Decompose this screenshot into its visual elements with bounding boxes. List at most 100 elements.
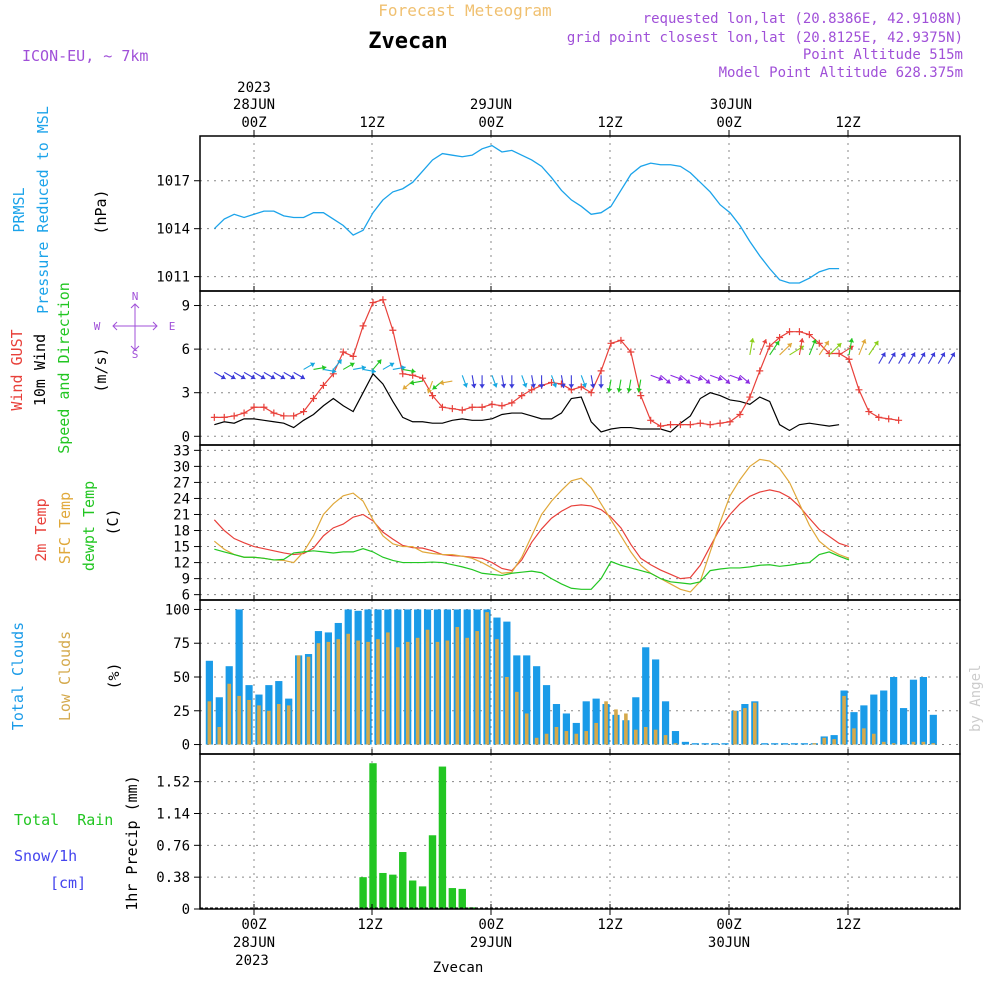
wind-gust-marker (528, 386, 536, 394)
low-clouds-bar (376, 639, 380, 745)
low-clouds-bar (534, 737, 539, 745)
wind-arrow-head (538, 384, 545, 389)
panel-frame (199, 135, 961, 292)
wind-gust-marker (399, 370, 407, 378)
wind-gust-marker (865, 408, 873, 416)
precip-unit: 1hr Precip (mm) (123, 775, 141, 910)
precip-bar (418, 886, 427, 909)
y-tick-label: 9 (182, 572, 190, 588)
compass-south: S (132, 348, 139, 361)
bottom-hour-4: 12Z (597, 917, 622, 933)
low-clouds-bar (386, 632, 390, 745)
low-clouds-bar (227, 683, 232, 745)
axes-layer: 1011101410170369691215182124273033025507… (156, 130, 961, 918)
total-clouds-bar (652, 659, 660, 745)
wind-arrow-head (389, 362, 395, 368)
wind-arrow-head (606, 387, 613, 393)
top-hour-6: 12Z (835, 115, 860, 131)
precip-bar (448, 888, 457, 909)
low-clouds-bar (842, 695, 846, 745)
total-clouds-bar (552, 704, 561, 745)
total-clouds-bar (721, 743, 729, 745)
precip-label-cm: [cm] (50, 874, 86, 892)
low-clouds-bar (267, 710, 271, 745)
low-clouds-bar (405, 641, 410, 745)
wind-gust-marker (637, 392, 645, 400)
total-clouds-bar (701, 743, 709, 745)
wind-arrow-head (836, 343, 842, 348)
total-clouds-bar (880, 690, 888, 745)
wind-gust-marker (429, 392, 437, 400)
low-clouds-bar (524, 713, 529, 745)
wind-speed-line (214, 372, 840, 433)
low-clouds-bar (475, 631, 479, 745)
top-date-3: 30JUN (710, 97, 752, 113)
grid-layer (200, 136, 960, 910)
total-clouds-bar (909, 679, 918, 745)
y-tick-label: 9 (182, 299, 190, 315)
wind-gust-marker (300, 408, 308, 416)
wind-gust-marker (597, 367, 605, 375)
wind-arrow-head (240, 374, 246, 380)
low-clouds-bar (395, 647, 400, 745)
wind-arrow-head (717, 375, 723, 381)
wind-gust-marker (577, 383, 585, 391)
low-clouds-bar (862, 728, 866, 745)
top-date-1: 28JUN (233, 97, 275, 113)
wind-arrow-head (401, 365, 406, 371)
low-clouds-bar (286, 705, 291, 745)
low-clouds-bar (237, 695, 241, 745)
bottom-hour-2: 12Z (357, 917, 382, 933)
y-tick-label: 24 (173, 491, 190, 507)
total-clouds-bar (890, 677, 898, 745)
low-clouds-bar (594, 722, 598, 745)
wind-arrow-head (290, 374, 296, 380)
total-clouds-bar (761, 743, 769, 745)
panel-frame (199, 290, 961, 446)
wind-gust-marker (240, 409, 248, 417)
top-hour-5: 00Z (716, 115, 741, 131)
wind-arrow-head (665, 378, 671, 384)
y-tick-label: 6 (182, 588, 190, 604)
precip-bar (389, 874, 397, 909)
grid-point-coords: grid point closest lon,lat (20.8125E, 42… (567, 30, 963, 46)
low-clouds-bar (881, 741, 886, 745)
bottom-hour-5: 00Z (716, 917, 741, 933)
wind-arrow-head (230, 374, 236, 380)
compass-east: E (169, 320, 176, 333)
wind-arrow-head (749, 338, 755, 343)
wind-arrow-head (636, 387, 642, 393)
precip-bar (428, 835, 437, 909)
wind-gust-marker (250, 403, 258, 411)
y-tick-label: 0 (182, 902, 190, 918)
precip-bar (438, 766, 447, 909)
wind-arrow-head (411, 368, 416, 374)
low-clouds-bar (455, 627, 460, 745)
y-tick-label: 25 (173, 704, 190, 720)
wind-arrow-head (737, 375, 743, 381)
y-tick-label: 1017 (156, 174, 190, 190)
total-clouds-bar (860, 705, 868, 745)
wind-gust-marker (855, 386, 863, 394)
wind-arrow-head (551, 382, 558, 388)
footer-location: Zvecan (433, 960, 484, 976)
top-date-2: 29JUN (470, 97, 512, 113)
compass-west: W (94, 320, 101, 333)
total-clouds-bar (899, 708, 908, 745)
total-clouds-bar (523, 655, 531, 745)
wind-gust-marker (290, 412, 298, 420)
low-clouds-bar (306, 656, 311, 745)
wind-arrow-head (371, 368, 376, 374)
bottom-date-3: 30JUN (708, 935, 750, 951)
wind-arrow-head (409, 379, 415, 386)
wind-gust-marker (716, 419, 724, 427)
wind-arrow-head (349, 362, 355, 368)
wind-gust-marker (260, 403, 268, 411)
wind-gust-marker (805, 331, 813, 339)
wind-arrow-head (658, 375, 663, 381)
location-title: Zvecan (368, 29, 447, 54)
wind-gust-marker (458, 406, 466, 414)
low-clouds-bar (554, 726, 559, 745)
pressure-line (213, 144, 840, 284)
wind-arrow-head (402, 384, 408, 390)
